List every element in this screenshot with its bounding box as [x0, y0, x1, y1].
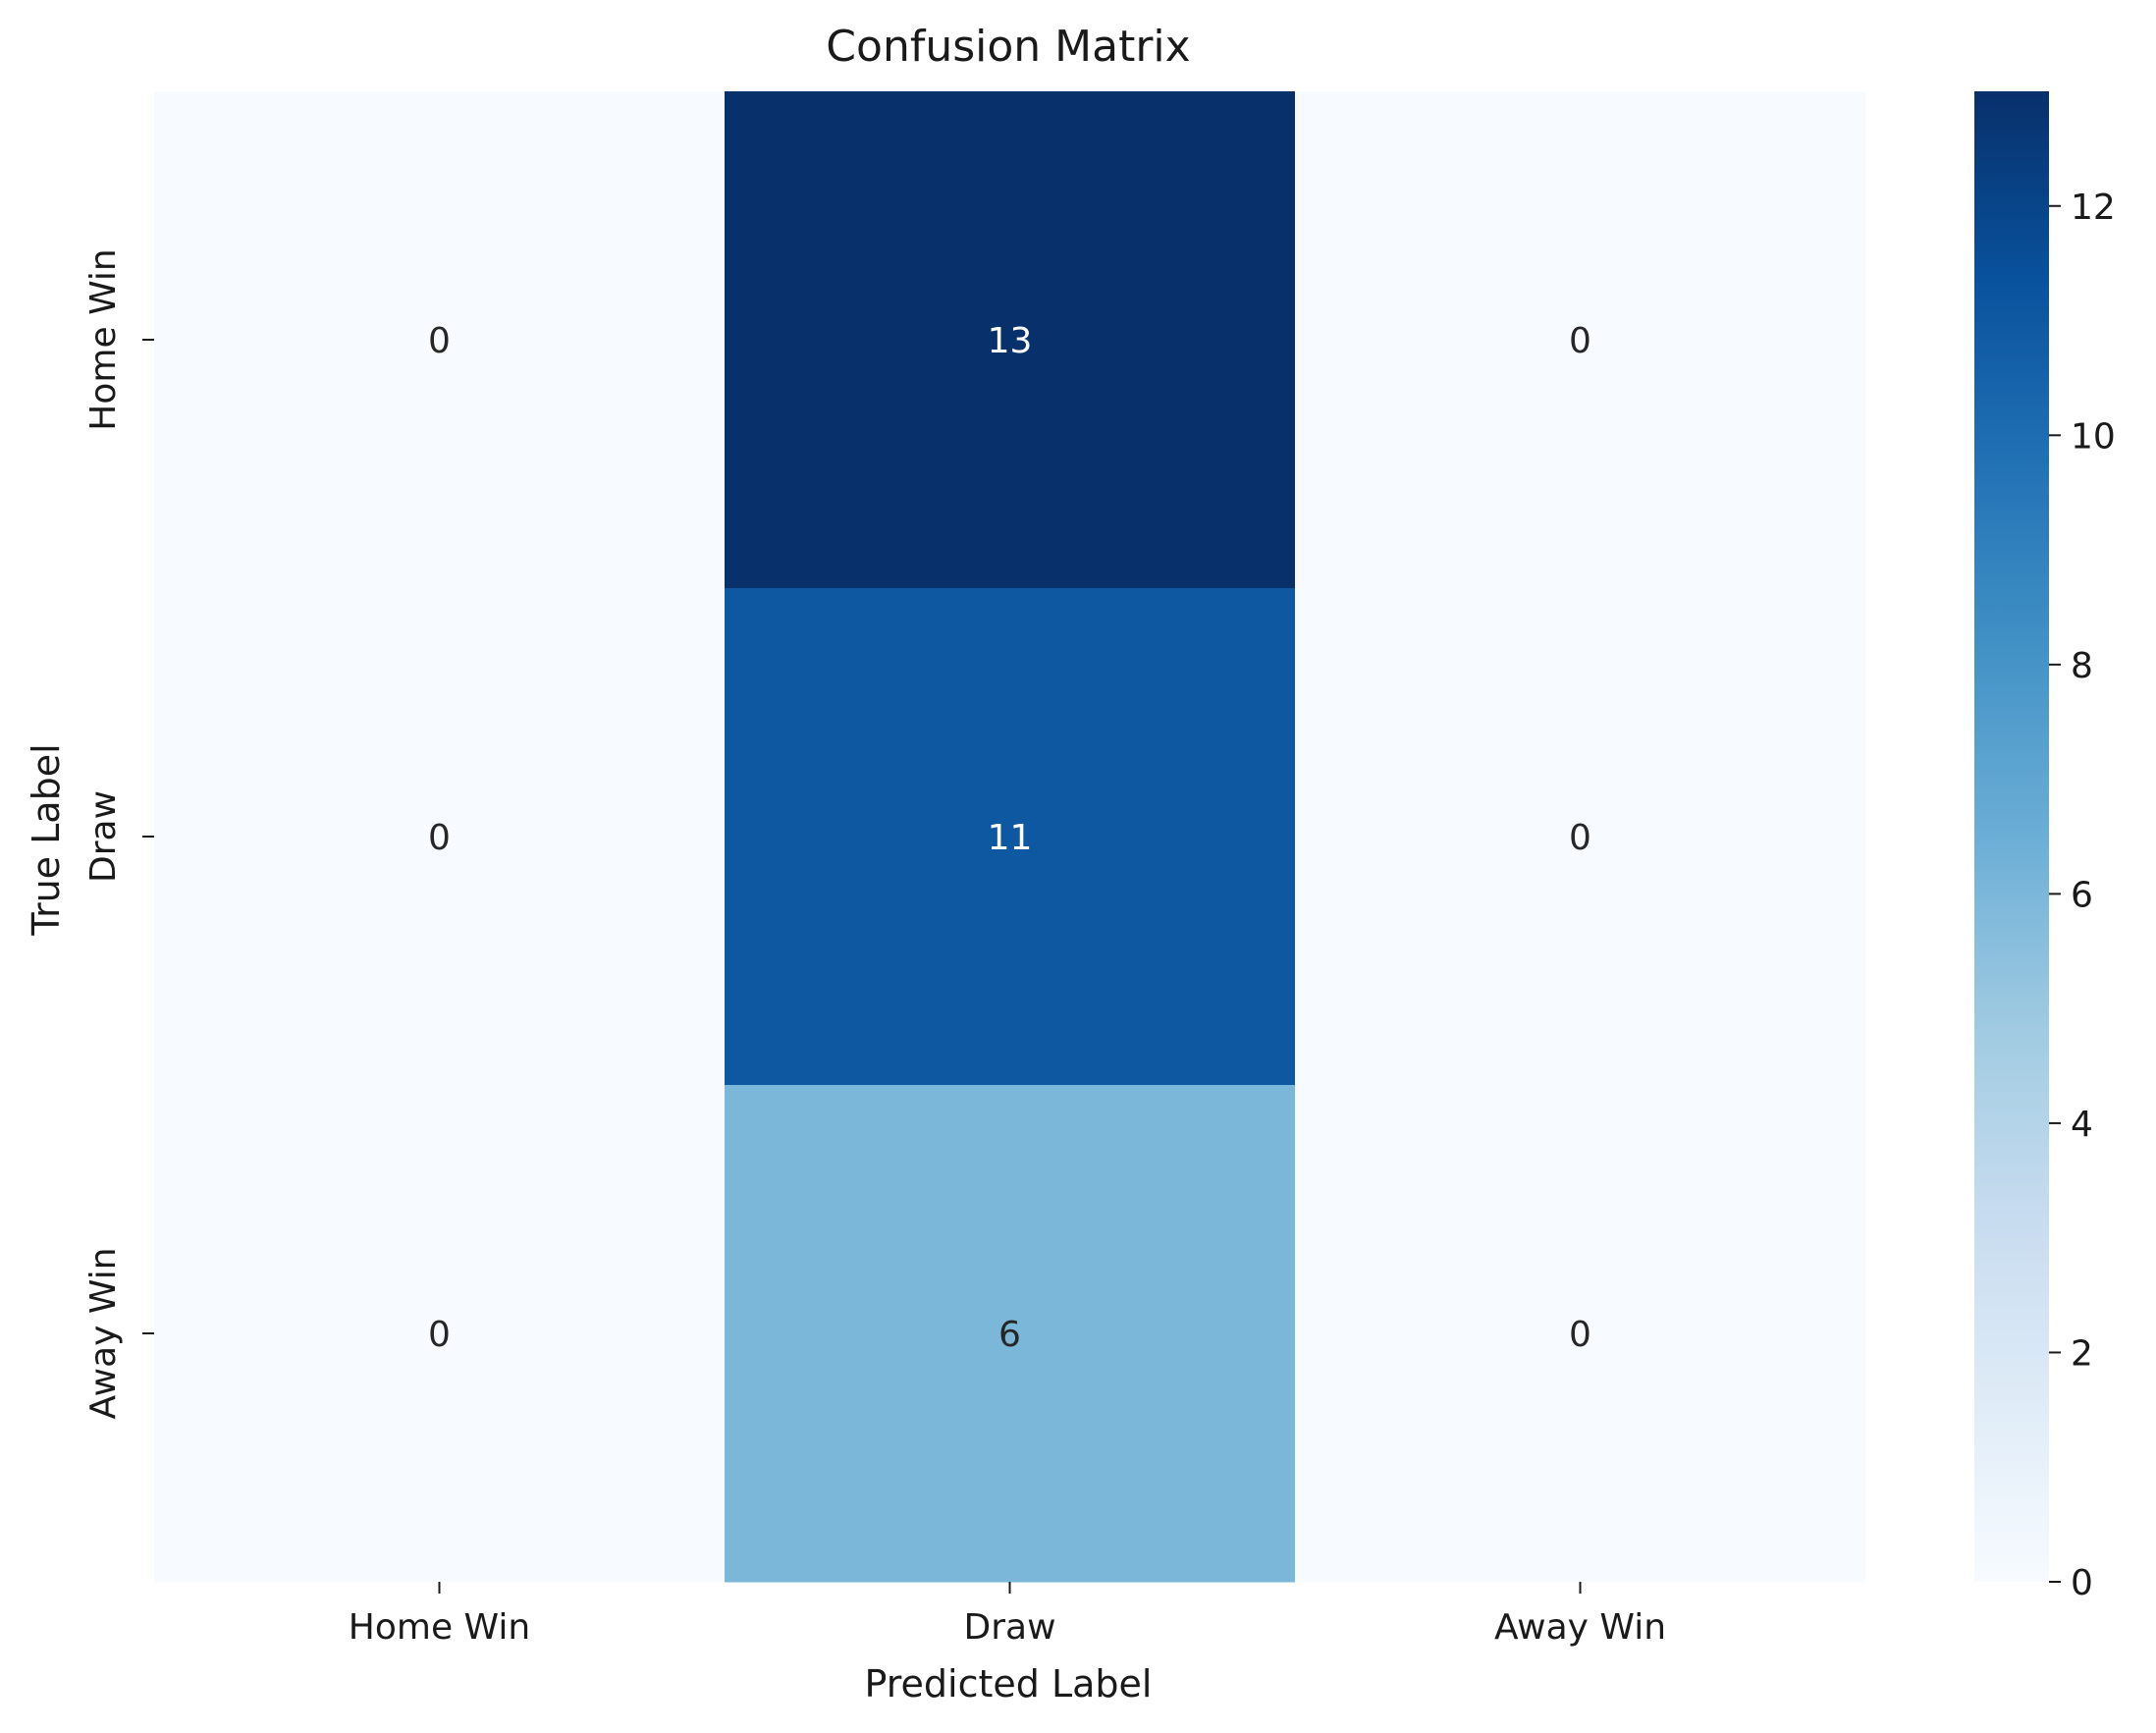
chart-title: Confusion Matrix: [826, 22, 1190, 72]
heatmap-cell: [154, 91, 726, 589]
heatmap-cell: [154, 1085, 726, 1583]
cell-value-label: 0: [1569, 1315, 1591, 1355]
heatmap-cell-labels: 0 13 0 0 11 0 0 6 0: [428, 321, 1591, 1355]
cell-value-label: 6: [998, 1315, 1021, 1355]
heatmap-cell: [725, 1085, 1296, 1583]
y-tick-label: Draw: [83, 790, 124, 883]
y-tick-label: Away Win: [83, 1247, 124, 1419]
heatmap-cell: [1295, 588, 1866, 1086]
colorbar-tick-label: 12: [2071, 188, 2116, 228]
colorbar-tick-label: 6: [2071, 875, 2093, 915]
heatmap-cell: [1295, 91, 1866, 589]
colorbar-tick-label: 10: [2071, 416, 2116, 457]
y-axis-label: True Label: [25, 743, 68, 936]
x-axis-label: Predicted Label: [865, 1662, 1153, 1706]
y-tick-label: Home Win: [83, 248, 124, 430]
heatmap-cells: [154, 91, 1866, 1583]
colorbar-tick-label: 4: [2071, 1105, 2093, 1145]
colorbar-scale: [1974, 91, 2049, 1582]
cell-value-label: 0: [428, 321, 451, 361]
colorbar-tick-label: 2: [2071, 1333, 2093, 1374]
heatmap-cell: [725, 91, 1296, 589]
y-axis: Home Win Draw Away Win: [83, 248, 154, 1420]
cell-value-label: 11: [988, 818, 1033, 858]
x-tick-label: Draw: [963, 1607, 1055, 1648]
heatmap-cell: [725, 588, 1296, 1086]
cell-value-label: 0: [1569, 818, 1591, 858]
colorbar-tick-label: 0: [2071, 1563, 2093, 1603]
colorbar: 0 2 4 6 8 10 12: [1974, 91, 2116, 1603]
cell-value-label: 13: [988, 321, 1033, 361]
x-tick-label: Home Win: [349, 1607, 530, 1648]
heatmap-cell: [1295, 1085, 1866, 1583]
cell-value-label: 0: [428, 1315, 451, 1355]
heatmap-cell: [154, 588, 726, 1086]
cell-value-label: 0: [428, 818, 451, 858]
x-tick-label: Away Win: [1494, 1607, 1666, 1648]
cell-value-label: 0: [1569, 321, 1591, 361]
colorbar-tick-label: 8: [2071, 646, 2093, 686]
x-axis: Home Win Draw Away Win: [349, 1582, 1666, 1648]
